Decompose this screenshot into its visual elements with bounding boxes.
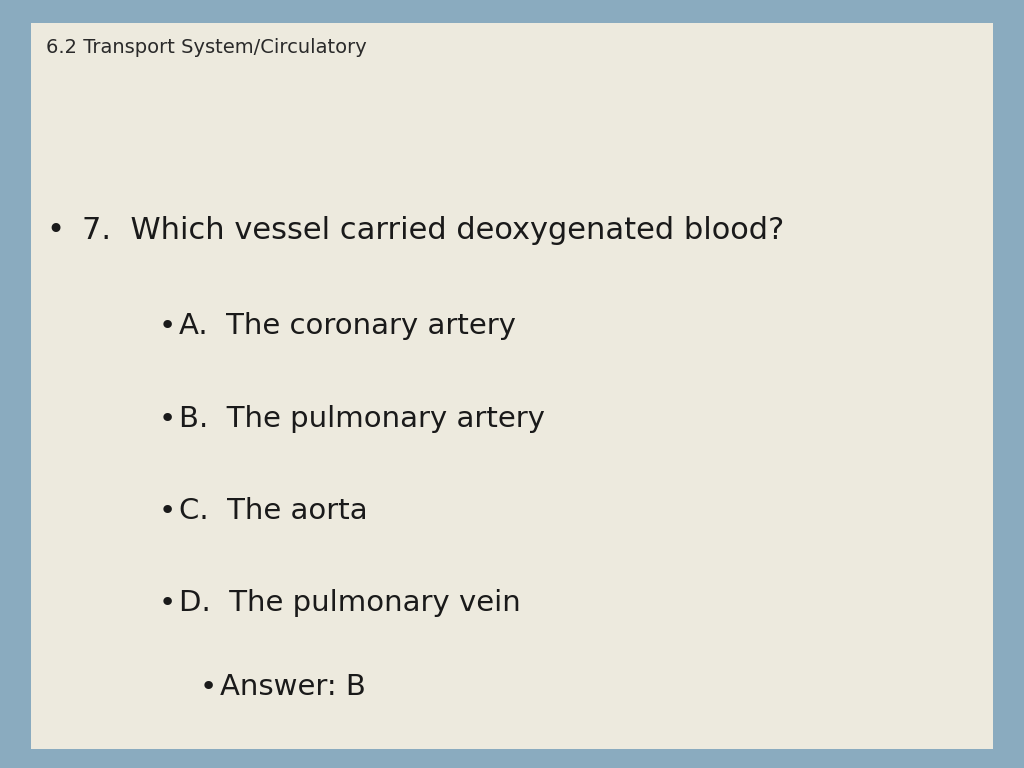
Text: •: • [159, 497, 176, 525]
Text: •: • [200, 674, 217, 701]
Text: B.  The pulmonary artery: B. The pulmonary artery [179, 405, 545, 432]
Text: •: • [159, 589, 176, 617]
Text: C.  The aorta: C. The aorta [179, 497, 368, 525]
Text: 6.2 Transport System/Circulatory: 6.2 Transport System/Circulatory [46, 38, 367, 58]
Text: A.  The coronary artery: A. The coronary artery [179, 313, 516, 340]
Text: •: • [46, 216, 65, 245]
Text: D.  The pulmonary vein: D. The pulmonary vein [179, 589, 521, 617]
Text: •: • [159, 313, 176, 340]
Text: •: • [159, 405, 176, 432]
Text: Answer: B: Answer: B [220, 674, 366, 701]
Text: 7.  Which vessel carried deoxygenated blood?: 7. Which vessel carried deoxygenated blo… [82, 216, 784, 245]
FancyBboxPatch shape [31, 23, 993, 749]
